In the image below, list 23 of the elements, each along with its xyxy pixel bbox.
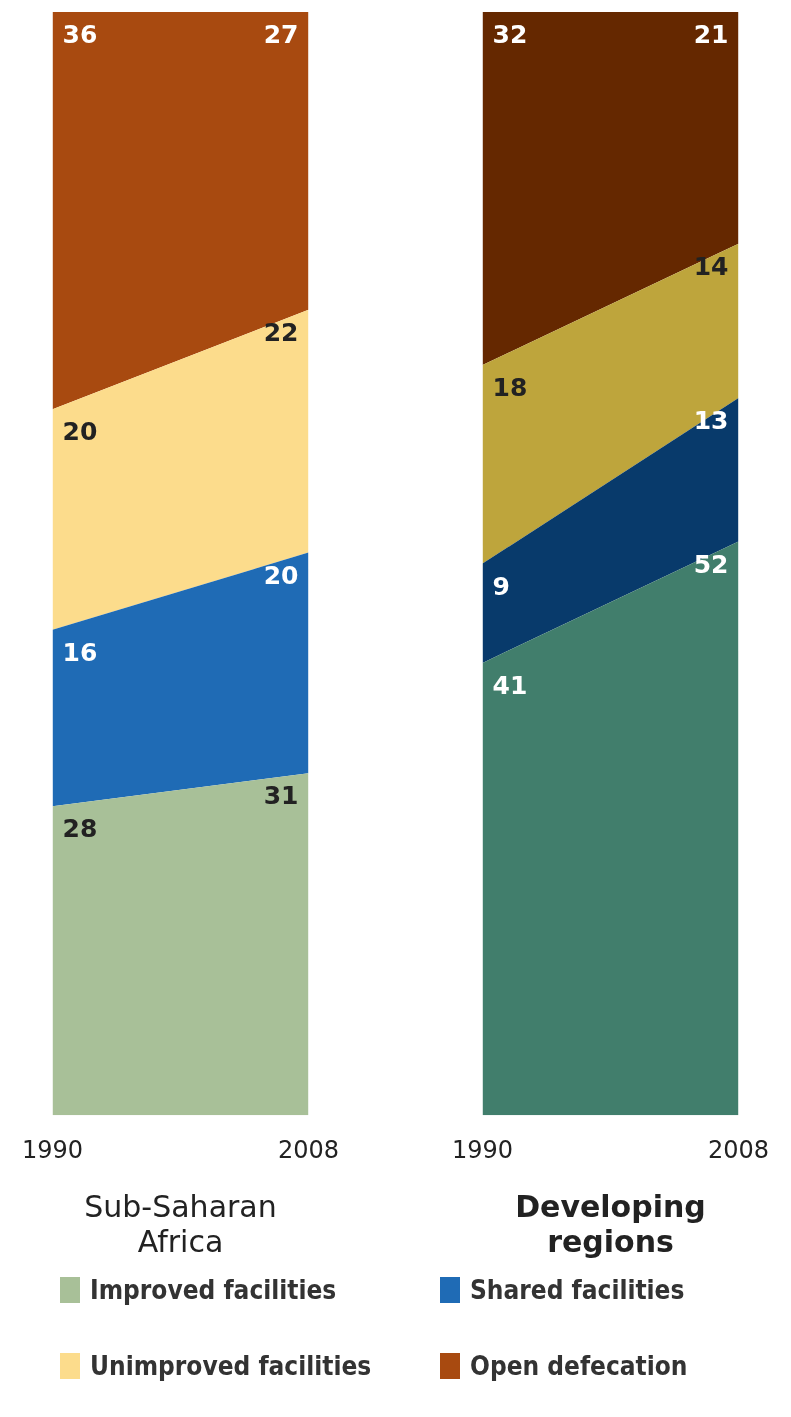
x-tick-label: 1990 <box>22 1135 84 1164</box>
data-label: 20 <box>263 560 299 590</box>
legend-label: Shared facilities <box>470 1275 685 1305</box>
data-label: 28 <box>62 814 98 844</box>
data-label: 9 <box>492 571 510 601</box>
x-tick-label: 1990 <box>452 1135 514 1164</box>
data-label: 13 <box>693 406 729 436</box>
data-label: 52 <box>693 549 729 579</box>
legend-label: Open defecation <box>470 1351 688 1381</box>
data-label: 14 <box>693 251 729 281</box>
data-label: 32 <box>492 20 528 49</box>
data-label: 20 <box>62 417 98 447</box>
data-label: 21 <box>693 20 729 49</box>
x-tick-label: 2008 <box>277 1135 339 1164</box>
data-label: 31 <box>263 781 299 811</box>
x-axis-title: Developing regions <box>515 1189 706 1259</box>
legend-label: Unimproved facilities <box>90 1351 372 1381</box>
legend-label: Improved facilities <box>90 1275 337 1305</box>
data-label: 18 <box>492 373 528 403</box>
data-label: 16 <box>62 637 98 667</box>
x-axis-title: Sub-Saharan Africa <box>84 1189 277 1259</box>
data-label: 41 <box>492 670 528 700</box>
x-tick-label: 2008 <box>707 1135 769 1164</box>
